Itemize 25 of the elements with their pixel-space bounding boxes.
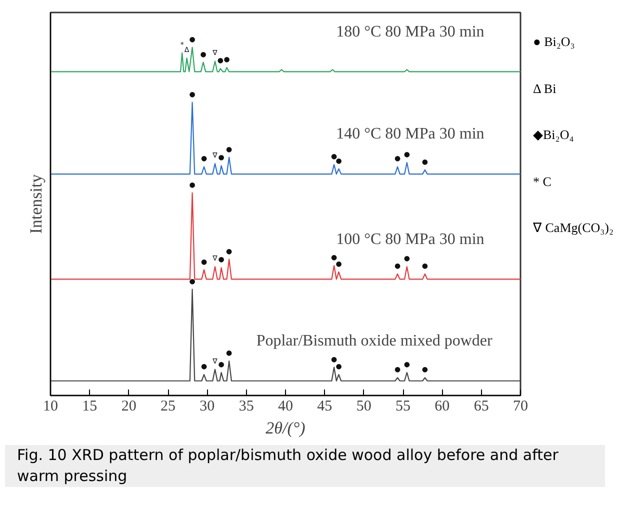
x-tick-label: 15 [82,398,98,414]
text: ◆Bi₂O₄ [533,126,575,144]
x-tick-label: 50 [356,398,372,414]
x-tick-label: 60 [434,398,450,414]
series-label: 100 °C 80 MPa 30 min [336,230,484,248]
x-tick-label: 65 [474,398,489,414]
series-label: 180 °C 80 MPa 30 min [336,23,484,40]
series-label: 140 °C 80 MPa 30 min [336,126,484,143]
text: Δ Bi [533,80,558,98]
x-tick-label: 20 [121,398,136,414]
text: ∇ CaMg(CO₃)₂ [533,219,614,238]
x-tick-label: 55 [396,398,410,414]
x-tick-label: 35 [238,398,254,414]
x-tick-label: 45 [317,398,332,414]
text: * C [533,172,552,191]
x-tick-label: 40 [278,398,293,414]
y-axis-title: Intensity [26,174,46,234]
x-axis-title: 2θ/(°) [266,418,306,438]
x-tick-label: 30 [200,398,215,414]
x-tick-label: 70 [513,398,528,414]
series-label: Poplar/Bismuth oxide mixed powder [256,332,493,350]
x-tick-label: 10 [43,398,58,414]
caption: Fig. 10 XRD pattern of poplar/bismuth oxide wood alloy before and after warm pressing [17,445,560,487]
x-tick-label: 25 [160,398,176,414]
text: ● Bi₂O₃ [533,33,576,51]
